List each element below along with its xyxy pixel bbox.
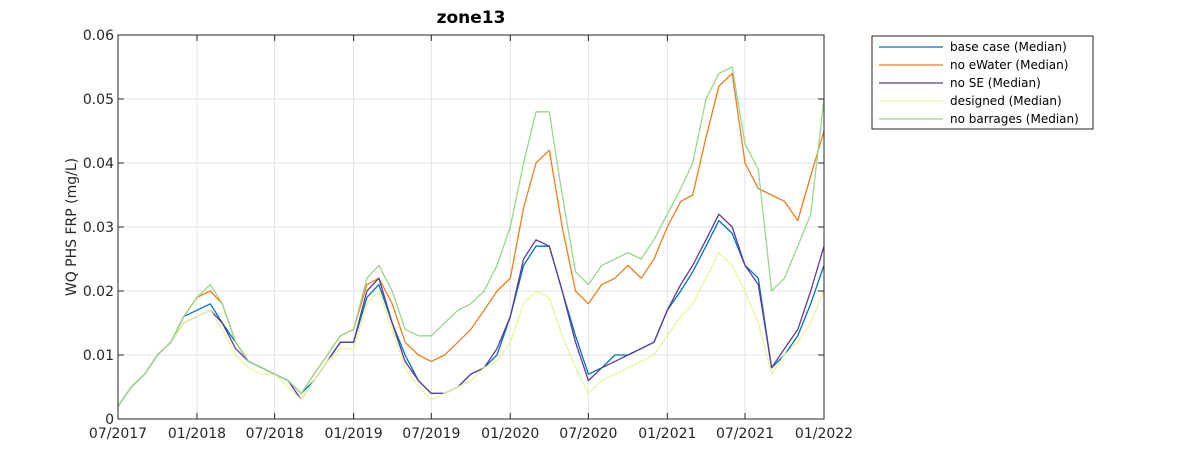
- legend-label-1: no eWater (Median): [950, 58, 1068, 72]
- y-tick-label: 0.06: [83, 28, 114, 44]
- x-tick-label: 07/2019: [402, 426, 460, 442]
- legend-label-2: no SE (Median): [950, 76, 1041, 90]
- series-line-2: [117, 213, 825, 407]
- legend-label-3: designed (Median): [950, 94, 1062, 108]
- x-tick-label: 07/2017: [89, 426, 147, 442]
- y-axis-label: WQ PHS FRP (mg/L): [64, 158, 80, 296]
- x-tick-label: 01/2020: [481, 426, 539, 442]
- series-layer: [117, 66, 825, 407]
- y-tick-label: 0.04: [83, 156, 114, 172]
- legend-label-4: no barrages (Median): [950, 112, 1079, 126]
- x-tick-label: 07/2021: [716, 426, 774, 442]
- axis-ticks: 0 0.01 0.02 0.03 0.04 0.05 0.06 07/2017 01/2018 0…: [83, 28, 853, 442]
- y-tick-label: 0.03: [83, 220, 114, 236]
- x-tick-label: 01/2021: [638, 426, 696, 442]
- x-tick-label: 01/2022: [795, 426, 853, 442]
- x-tick-label: 01/2019: [325, 426, 383, 442]
- y-tick-label: 0.02: [83, 284, 114, 300]
- x-tick-label: 07/2020: [559, 426, 617, 442]
- y-tick-label: 0.05: [83, 92, 114, 108]
- legend-label-0: base case (Median): [950, 40, 1067, 54]
- x-tick-label: 01/2018: [168, 426, 226, 442]
- series-line-3: [117, 251, 825, 407]
- x-tick-label: 07/2018: [246, 426, 304, 442]
- y-tick-label: 0.01: [83, 348, 114, 364]
- chart-title: zone13: [437, 8, 506, 28]
- y-tick-label: 0: [105, 412, 114, 428]
- series-line-4: [117, 66, 825, 407]
- legend: base case (Median) no eWater (Median) no S…: [871, 35, 1094, 130]
